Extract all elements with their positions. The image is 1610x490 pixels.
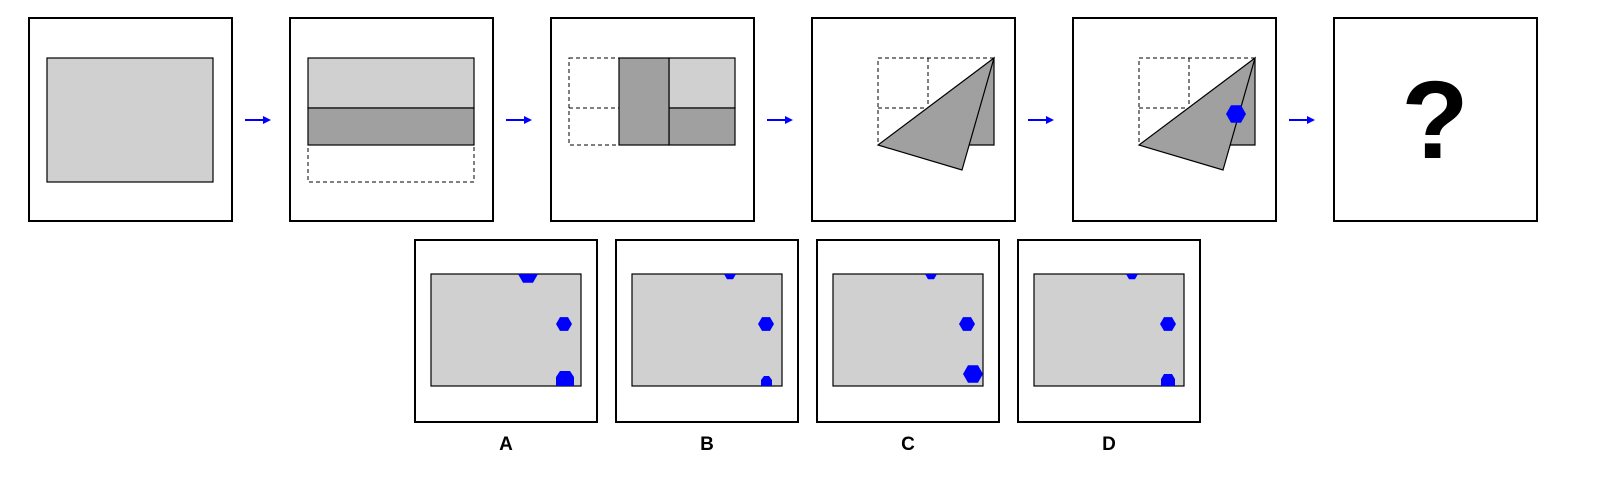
hole-top	[925, 274, 937, 280]
hole-top	[518, 274, 538, 283]
folded-flap	[307, 107, 475, 146]
option-c[interactable]: C	[816, 239, 1000, 455]
option-d[interactable]: D	[1017, 239, 1201, 455]
hole-bottom-right	[556, 371, 574, 386]
step-punch-hole	[1072, 17, 1277, 222]
arrow-right-icon	[506, 116, 532, 124]
hole-bottom-right	[761, 376, 772, 386]
paper-sheet	[46, 57, 214, 183]
option-a[interactable]: A	[414, 239, 598, 455]
paper-bottom-right	[668, 107, 736, 146]
step-unfolded-paper	[28, 17, 233, 222]
option-b[interactable]: B	[615, 239, 799, 455]
folded-away-area	[307, 144, 475, 183]
hole-right-middle	[556, 317, 572, 331]
step-fold-diagonal	[811, 17, 1016, 222]
arrow-right-icon	[245, 116, 271, 124]
step-fold-bottom-up	[289, 17, 494, 222]
arrows	[245, 116, 1315, 124]
step-fold-left-right	[550, 17, 755, 222]
unfolded-paper	[832, 273, 984, 387]
hole-right-middle	[959, 317, 975, 331]
step-unknown-result: ?	[1333, 17, 1538, 222]
unfolded-paper	[631, 273, 783, 387]
hole-top	[724, 274, 736, 280]
step-frame	[1333, 17, 1538, 222]
hole-right-middle	[1160, 317, 1176, 331]
arrow-right-icon	[1289, 116, 1315, 124]
punched-hole	[1226, 105, 1246, 123]
folded-flap	[618, 57, 670, 146]
unfolded-paper	[1033, 273, 1185, 387]
option-label: A	[499, 434, 513, 455]
hole-top	[1126, 274, 1138, 280]
question-mark: ?	[1401, 59, 1468, 182]
unfolded-paper	[430, 273, 582, 387]
paper-top-half	[307, 57, 475, 109]
folded-away-area	[568, 57, 620, 146]
hole-bottom-right	[1161, 374, 1175, 386]
paper-top-right	[668, 57, 736, 109]
hole-right-middle	[758, 317, 774, 331]
folded-triangle	[876, 56, 996, 171]
option-label: C	[901, 434, 915, 455]
arrow-right-icon	[1028, 116, 1054, 124]
hole-bottom-right	[963, 365, 983, 383]
option-label: B	[700, 434, 714, 455]
option-label: D	[1102, 434, 1116, 455]
arrow-right-icon	[767, 116, 793, 124]
